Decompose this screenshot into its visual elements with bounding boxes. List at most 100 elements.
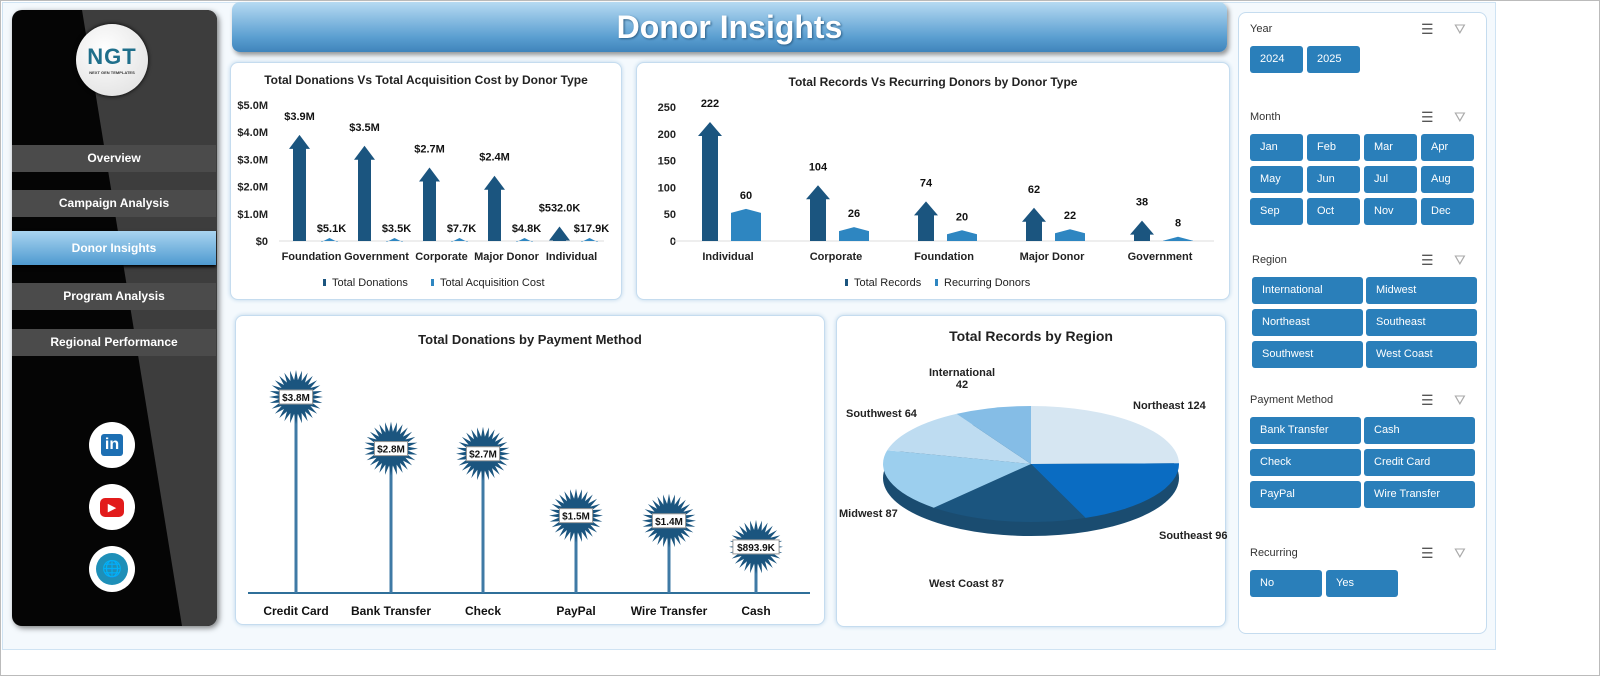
x-tick-label: Credit Card	[263, 604, 328, 618]
region-slicer-item[interactable]: West Coast	[1366, 341, 1477, 368]
legend-label: Recurring Donors	[944, 277, 1031, 289]
nav-regional-performance[interactable]: Regional Performance	[12, 329, 216, 356]
bar-total-donations	[484, 175, 505, 241]
data-label: 74	[920, 177, 933, 189]
slicer-panel: Year ☰ ⛛ 2024 2025 Month ☰ ⛛ Jan Feb Mar Apr May Jun J…	[1238, 12, 1487, 634]
x-tick-label: Foundation	[282, 251, 342, 263]
payment-method-slicer-item[interactable]: Bank Transfer	[1250, 417, 1361, 444]
data-label: 104	[809, 161, 828, 173]
data-label-box	[732, 539, 780, 555]
payment-method-slicer-item[interactable]: PayPal	[1250, 481, 1361, 508]
data-label: $3.5M	[349, 122, 380, 134]
region-pie-chart: Total Records by Region Northeast 124 So…	[836, 315, 1228, 627]
recurring-slicer-item[interactable]: Yes	[1326, 570, 1398, 597]
year-slicer-item[interactable]: 2025	[1307, 46, 1360, 73]
region-slicer-item[interactable]: International	[1252, 277, 1363, 304]
month-slicer-item[interactable]: Mar	[1364, 134, 1417, 161]
website-button[interactable]: 🌐	[89, 546, 135, 592]
payment-method-slicer-item[interactable]: Wire Transfer	[1364, 481, 1475, 508]
data-label-box	[279, 389, 313, 405]
month-slicer-item[interactable]: Dec	[1421, 198, 1474, 225]
y-tick-label: 250	[658, 102, 676, 114]
legend-label: Total Acquisition Cost	[440, 277, 545, 289]
nav-overview[interactable]: Overview	[12, 145, 216, 172]
bar-total-donations	[419, 167, 440, 241]
y-tick-label: $5.0M	[237, 100, 268, 112]
data-label: $7.7K	[447, 223, 476, 235]
clear-filter-icon[interactable]: ⛛	[1454, 545, 1466, 561]
multi-select-icon[interactable]: ☰	[1421, 545, 1434, 561]
bar-recurring-donors	[839, 227, 869, 241]
data-label: $17.9K	[574, 223, 610, 235]
bar-total-records	[806, 185, 830, 241]
region-slicer-title: Region	[1252, 254, 1287, 266]
legend-marker	[431, 279, 434, 286]
nav-donor-insights[interactable]: Donor Insights	[12, 231, 216, 265]
data-label: 222	[701, 98, 719, 110]
linkedin-button[interactable]: in	[89, 422, 135, 468]
pie-slice-southeast	[1031, 463, 1180, 518]
nav-campaign-analysis[interactable]: Campaign Analysis	[12, 190, 216, 217]
y-tick-label: 50	[664, 209, 676, 221]
region-slicer-item[interactable]: Southwest	[1252, 341, 1363, 368]
clear-filter-icon[interactable]: ⛛	[1454, 21, 1466, 37]
pie-label-northeast: Northeast 124	[1133, 400, 1206, 412]
legend-label: Total Donations	[332, 277, 408, 289]
recurring-slicer-item[interactable]: No	[1250, 570, 1322, 597]
clear-filter-icon[interactable]: ⛛	[1454, 252, 1466, 268]
month-slicer-item[interactable]: Nov	[1364, 198, 1417, 225]
region-slicer-item[interactable]: Southeast	[1366, 309, 1477, 336]
bar-recurring-donors	[731, 208, 761, 241]
data-label: $4.8K	[512, 223, 541, 235]
payment-method-slicer-item[interactable]: Check	[1250, 449, 1361, 476]
month-slicer-item[interactable]: Oct	[1307, 198, 1360, 225]
bar-total-donations	[289, 134, 310, 241]
month-slicer-item[interactable]: Jan	[1250, 134, 1303, 161]
legend-marker	[845, 279, 848, 286]
y-tick-label: $0	[256, 236, 268, 248]
y-tick-label: 150	[658, 156, 676, 168]
year-slicer-item[interactable]: 2024	[1250, 46, 1303, 73]
data-label: $893.9K	[737, 543, 776, 554]
chart-plot: $3.8M Credit Card $2.8M Bank Transfer $2.7M C…	[248, 370, 810, 618]
linkedin-icon: in	[100, 434, 124, 456]
pie-slice-northeast	[1031, 406, 1179, 464]
month-slicer-item[interactable]: Feb	[1307, 134, 1360, 161]
data-label: 62	[1028, 184, 1040, 196]
data-label: 8	[1175, 218, 1181, 230]
data-label: $2.4M	[479, 152, 510, 164]
page-title: Donor Insights	[232, 2, 1227, 52]
chart-plot: $0 $1.0M $2.0M $3.0M $4.0M $5.0M Foundation $3.…	[237, 100, 610, 289]
month-slicer-item[interactable]: May	[1250, 166, 1303, 193]
payment-method-slicer-item[interactable]: Credit Card	[1364, 449, 1475, 476]
month-slicer-item[interactable]: Apr	[1421, 134, 1474, 161]
payment-method-slicer-item[interactable]: Cash	[1364, 417, 1475, 444]
clear-filter-icon[interactable]: ⛛	[1454, 109, 1466, 125]
region-slicer-item[interactable]: Midwest	[1366, 277, 1477, 304]
chart-title: Total Donations Vs Total Acquisition Cos…	[264, 73, 588, 87]
legend-marker	[323, 279, 326, 286]
pie-slice-southwest	[887, 413, 1031, 464]
nav-program-analysis[interactable]: Program Analysis	[12, 283, 216, 310]
multi-select-icon[interactable]: ☰	[1421, 109, 1434, 125]
x-tick-label: Bank Transfer	[351, 604, 431, 618]
multi-select-icon[interactable]: ☰	[1421, 21, 1434, 37]
month-slicer-item[interactable]: Jun	[1307, 166, 1360, 193]
youtube-button[interactable]: ▶	[89, 484, 135, 530]
clear-filter-icon[interactable]: ⛛	[1454, 392, 1466, 408]
month-slicer-item[interactable]: Sep	[1250, 198, 1303, 225]
data-label: 60	[740, 190, 752, 202]
multi-select-icon[interactable]: ☰	[1421, 252, 1434, 268]
chart-title: Total Records Vs Recurring Donors by Don…	[788, 75, 1078, 89]
legend-label: Total Records	[854, 277, 922, 289]
month-slicer-item[interactable]: Jul	[1364, 166, 1417, 193]
x-tick-label: PayPal	[556, 604, 595, 618]
region-slicer-item[interactable]: Northeast	[1252, 309, 1363, 336]
month-slicer-item[interactable]: Aug	[1421, 166, 1474, 193]
legend-marker	[935, 279, 938, 286]
records-vs-recurring-chart: Total Records Vs Recurring Donors by Don…	[636, 62, 1230, 300]
donations-vs-cost-chart: Total Donations Vs Total Acquisition Cos…	[230, 62, 622, 300]
x-tick-label: Cash	[741, 604, 770, 618]
multi-select-icon[interactable]: ☰	[1421, 392, 1434, 408]
bar-total-records	[1022, 207, 1046, 241]
